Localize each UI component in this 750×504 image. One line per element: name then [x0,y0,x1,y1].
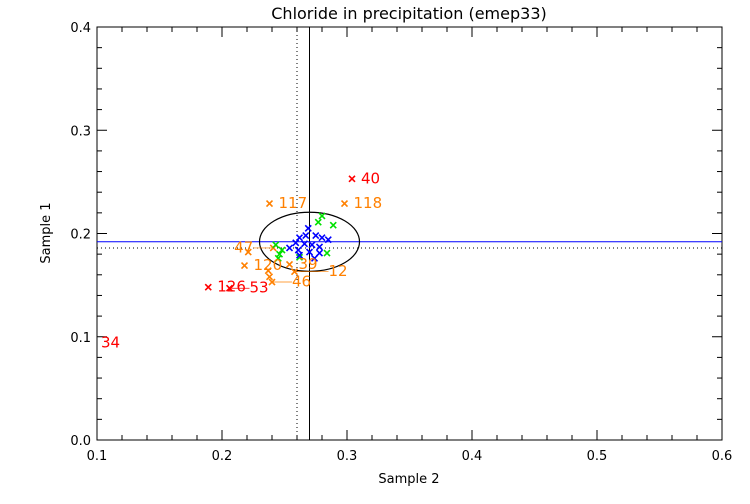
data-point-marker [329,221,337,229]
x-tick-label: 0.4 [462,449,483,464]
data-point-label: 46 [292,273,311,291]
data-point-label: 118 [354,194,383,212]
data-point-marker [340,199,349,208]
y-tick-label: 0.1 [70,331,91,346]
data-point-label: 47 [234,238,253,256]
data-point-marker [285,244,294,252]
x-tick-label: 0.6 [712,449,733,464]
data-point-marker [295,253,304,261]
data-point-marker [308,241,316,249]
data-point-marker [264,267,272,275]
data-point-label: 126 [217,278,246,296]
data-point-marker [318,212,326,220]
data-point-marker [265,273,274,281]
y-tick-label: 0.0 [70,434,91,449]
label-leaders [229,247,329,289]
data-point-marker [315,243,324,251]
x-tick-label: 0.2 [212,449,233,464]
data-point-label: 34 [101,333,120,351]
data-point-marker [292,239,300,247]
x-axis-label: Sample 2 [378,472,439,487]
data-point-marker [244,248,252,256]
data-point-marker [305,248,314,256]
data-point-marker [204,283,212,291]
data-point-marker [295,234,304,242]
x-tick-label: 0.1 [87,449,108,464]
data-point-marker [348,175,356,183]
y-tick-label: 0.2 [70,228,91,243]
data-point-label: 39 [299,255,318,273]
data-point-label: 40 [361,169,380,187]
data-point-marker [302,231,310,240]
data-point-marker [310,254,319,262]
data-point-label: 120 [254,256,283,274]
confidence-ellipse [258,211,361,272]
data-point-marker [272,241,280,249]
data-point-label: 53 [250,279,269,297]
y-axis-label: Sample 1 [39,202,54,263]
data-point-marker [265,199,274,208]
data-point-marker [324,236,332,244]
data-point-marker [295,251,304,259]
data-point-marker [240,261,249,270]
data-point-marker [318,234,326,242]
y-tick-label: 0.4 [70,21,91,36]
x-tick-label: 0.3 [337,449,358,464]
x-tick-label: 0.5 [587,449,608,464]
data-point-label: 117 [279,194,308,212]
data-point-marker [278,246,286,254]
data-point-marker [312,231,320,240]
chart-title: Chloride in precipitation (emep33) [271,4,546,23]
plot-frame [96,26,723,441]
data-point-marker [323,249,331,257]
data-point-marker [294,246,302,254]
y-tick-label: 0.3 [70,124,91,139]
data-point-label: 12 [329,262,348,280]
data-point-marker [285,260,294,269]
data-point-marker [304,224,312,232]
data-point-marker [300,240,309,248]
data-point-marker [314,218,322,226]
data-point-marker [315,249,324,257]
data-point-marker [274,254,282,262]
